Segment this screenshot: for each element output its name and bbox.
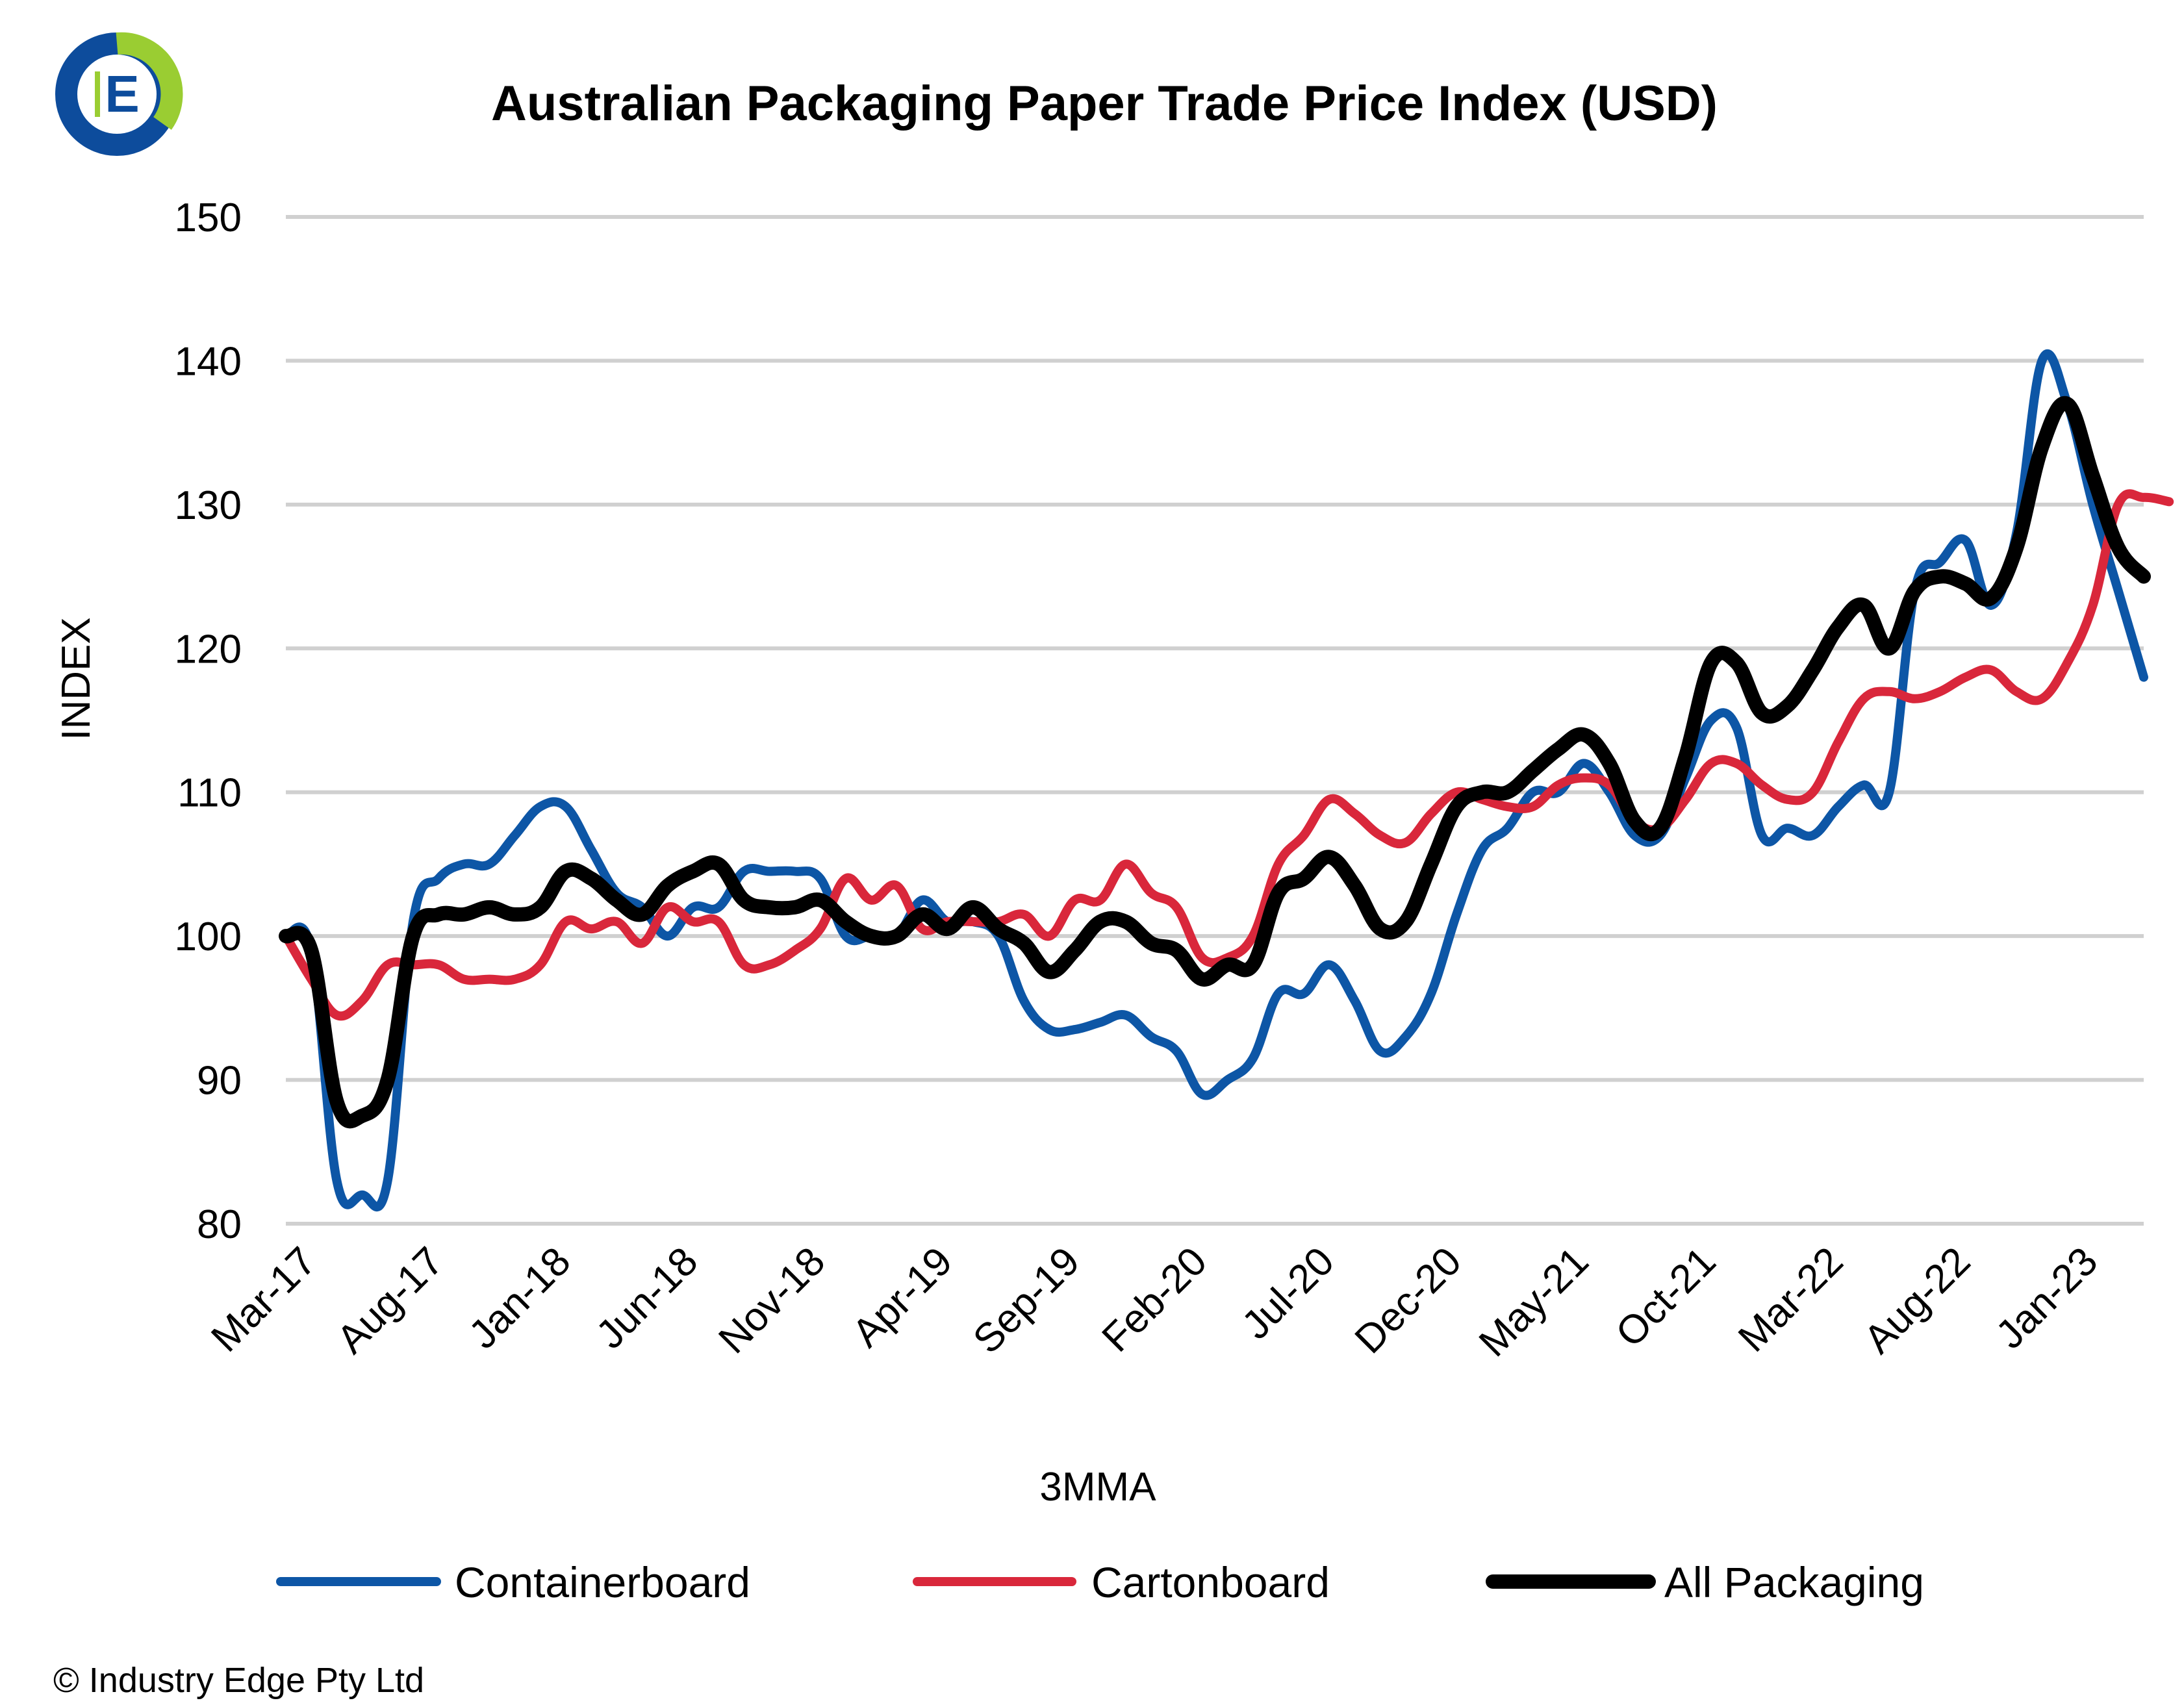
x-tick-label: Sep-19 — [965, 1239, 1088, 1362]
y-tick-label: 110 — [177, 771, 242, 816]
legend-item-cartonboard: Cartonboard — [913, 1558, 1330, 1606]
legend: Containerboard Cartonboard All Packaging — [276, 1558, 1924, 1606]
x-tick-label: May-21 — [1471, 1239, 1597, 1365]
industry-edge-logo: E — [55, 32, 183, 156]
series-line-containerboard — [281, 349, 2148, 1211]
x-tick-label: Nov-18 — [710, 1239, 833, 1362]
x-tick-label: Oct-21 — [1607, 1239, 1724, 1356]
series-line-all-packaging — [279, 396, 2151, 1129]
series-lines — [279, 349, 2174, 1211]
y-tick-label: 100 — [175, 915, 242, 959]
legend-item-all-packaging: All Packaging — [1486, 1558, 1924, 1606]
y-tick-label: 150 — [175, 196, 242, 240]
x-tick-label: Feb-20 — [1093, 1239, 1215, 1361]
y-tick-label: 120 — [175, 627, 242, 672]
logo-i-bar — [95, 71, 100, 117]
y-tick-label: 80 — [197, 1202, 242, 1247]
legend-label: Cartonboard — [1091, 1558, 1330, 1606]
chart-title: Australian Packaging Paper Trade Price I… — [491, 76, 1718, 131]
x-tick-label: Jun-18 — [588, 1239, 707, 1358]
legend-label: Containerboard — [455, 1558, 750, 1606]
legend-item-containerboard: Containerboard — [276, 1558, 750, 1606]
legend-label: All Packaging — [1664, 1558, 1924, 1606]
x-tick-label: Mar-17 — [203, 1239, 325, 1361]
x-tick-label: Jul-20 — [1234, 1239, 1343, 1348]
x-tick-label: Aug-22 — [1855, 1239, 1979, 1362]
gridlines — [286, 215, 2144, 1226]
y-axis-label: INDEX — [54, 617, 99, 740]
copyright-text: © Industry Edge Pty Ltd — [53, 1661, 424, 1700]
logo-letter: E — [105, 65, 139, 123]
x-axis-label: 3MMA — [1039, 1465, 1156, 1509]
x-tick-label: Dec-20 — [1347, 1239, 1470, 1362]
y-tick-label: 130 — [175, 483, 242, 528]
logo-green-arc — [116, 32, 183, 130]
x-axis-ticks: Mar-17 Aug-17 Jan-18 Jun-18 Nov-18 Apr-19 Sep-… — [203, 1239, 2106, 1365]
x-tick-label: Apr-19 — [844, 1239, 961, 1356]
y-tick-label: 140 — [175, 339, 242, 384]
y-axis-ticks: 80 90 100 110 120 130 140 150 — [175, 196, 242, 1247]
x-tick-label: Jan-18 — [461, 1239, 579, 1358]
x-tick-label: Aug-17 — [329, 1239, 452, 1362]
x-tick-label: Mar-22 — [1730, 1239, 1852, 1361]
x-tick-label: Jan-23 — [1988, 1239, 2107, 1358]
y-tick-label: 90 — [197, 1059, 242, 1104]
